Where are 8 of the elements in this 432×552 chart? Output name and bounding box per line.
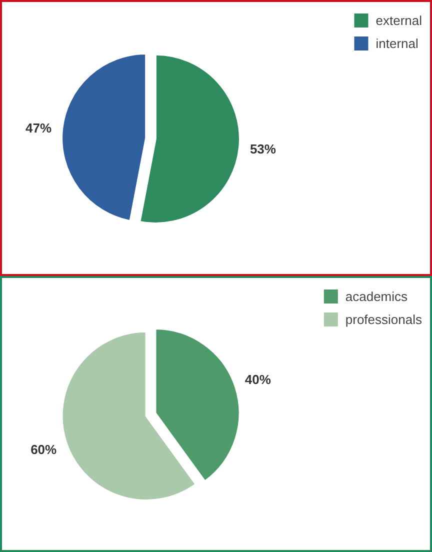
data-label: 47% bbox=[26, 120, 52, 136]
legend-label: professionals bbox=[345, 312, 422, 326]
legend-label: external bbox=[376, 12, 422, 28]
data-label: 60% bbox=[30, 442, 58, 457]
data-label: 53% bbox=[250, 142, 276, 157]
legend-label: academics bbox=[345, 288, 408, 304]
legend-label: internal bbox=[376, 36, 418, 50]
data-label: 40% bbox=[244, 372, 272, 388]
